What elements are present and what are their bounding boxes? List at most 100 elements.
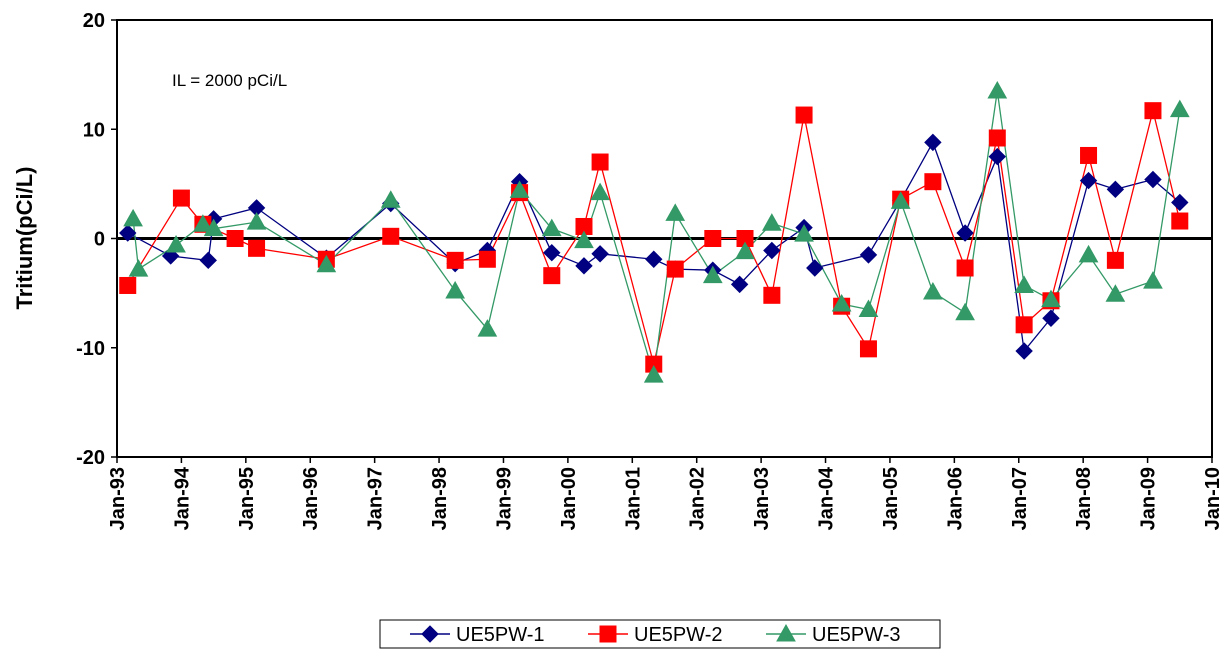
data-point — [193, 214, 213, 232]
data-point — [643, 365, 664, 383]
data-point — [128, 259, 149, 277]
data-point — [1144, 170, 1162, 189]
series-line — [132, 90, 1181, 376]
x-tick-label: Jan-04 — [816, 466, 838, 530]
x-tick-label: Jan-08 — [1073, 467, 1095, 530]
data-point — [1080, 146, 1098, 164]
data-point — [924, 173, 942, 191]
data-point — [1106, 251, 1124, 269]
data-point — [119, 276, 137, 294]
x-tick-label: Jan-03 — [751, 467, 773, 530]
data-point — [446, 251, 464, 269]
data-point — [1106, 180, 1125, 199]
data-point — [735, 241, 755, 260]
x-tick-label: Jan-98 — [429, 467, 451, 530]
data-point — [166, 235, 186, 253]
data-point — [541, 218, 562, 237]
data-point — [987, 80, 1008, 99]
data-point — [923, 282, 943, 300]
data-point — [199, 251, 217, 270]
x-tick-label: Jan-99 — [493, 467, 515, 530]
data-point — [1078, 244, 1099, 263]
x-tick-label: Jan-96 — [300, 467, 322, 530]
x-tick-label: Jan-93 — [107, 467, 129, 530]
data-point — [543, 267, 561, 285]
annotation: IL = 2000 pCi/L — [172, 71, 287, 90]
x-tick-label: Jan-07 — [1009, 467, 1031, 530]
data-point — [509, 180, 530, 198]
y-tick-label: 10 — [83, 119, 105, 141]
x-tick-label: Jan-06 — [944, 467, 966, 530]
data-point — [858, 299, 879, 318]
data-point — [203, 218, 224, 237]
data-point — [246, 212, 267, 230]
y-tick-label: 0 — [94, 229, 105, 251]
data-point — [1041, 289, 1061, 308]
legend-label: UE5PW-3 — [812, 624, 901, 646]
data-point — [763, 286, 781, 304]
data-point — [859, 246, 878, 264]
legend-box — [379, 619, 941, 649]
data-point — [123, 208, 143, 227]
data-point — [704, 230, 722, 247]
data-point — [763, 241, 781, 260]
data-point — [988, 147, 1006, 166]
data-point — [1143, 271, 1163, 289]
data-point — [924, 133, 942, 152]
data-point — [445, 280, 466, 299]
data-point — [666, 260, 684, 278]
data-point — [1014, 275, 1034, 293]
data-point — [702, 265, 723, 284]
data-point — [1015, 342, 1033, 360]
data-point — [316, 254, 337, 273]
data-point — [1015, 316, 1033, 334]
data-point — [575, 257, 593, 275]
data-point — [477, 319, 498, 337]
data-point — [590, 182, 610, 201]
data-point — [859, 340, 877, 358]
data-point — [761, 213, 782, 231]
x-tick-label: Jan-94 — [171, 466, 193, 530]
data-point — [955, 302, 975, 321]
x-tick-label: Jan-01 — [622, 467, 644, 530]
data-point — [478, 250, 496, 268]
legend-marker — [776, 623, 796, 642]
y-tick-label: -20 — [76, 447, 105, 469]
data-point — [831, 294, 852, 312]
data-point — [248, 239, 266, 257]
data-point — [226, 230, 244, 247]
y-tick-label: -10 — [76, 338, 105, 360]
data-point — [1171, 212, 1189, 230]
y-tick-label: 20 — [83, 10, 105, 32]
legend-marker — [421, 625, 439, 643]
x-tick-label: Jan-02 — [687, 467, 709, 530]
data-point — [890, 191, 911, 209]
data-point — [382, 227, 400, 245]
legend-label: UE5PW-2 — [634, 624, 723, 646]
data-point — [119, 224, 137, 242]
data-point — [795, 106, 813, 124]
data-point — [665, 203, 686, 221]
data-point — [956, 224, 974, 242]
data-point — [543, 243, 561, 262]
data-point — [591, 245, 609, 263]
legend-label: UE5PW-1 — [456, 624, 545, 646]
data-point — [806, 259, 824, 277]
data-point — [645, 250, 663, 268]
data-point — [172, 189, 190, 207]
data-point — [1171, 193, 1189, 212]
y-axis-label: Tritium(pCi/L) — [12, 167, 37, 310]
x-tick-label: Jan-10 — [1202, 467, 1220, 530]
data-point — [1169, 99, 1190, 118]
data-point — [574, 230, 594, 249]
x-tick-label: Jan-05 — [880, 467, 902, 530]
data-point — [380, 190, 401, 208]
data-point — [956, 259, 974, 277]
data-point — [1079, 171, 1098, 190]
legend-marker — [599, 625, 617, 643]
data-point — [1042, 309, 1060, 327]
data-point — [988, 129, 1006, 147]
x-tick-label: Jan-95 — [236, 467, 258, 530]
x-tick-label: Jan-00 — [558, 467, 580, 530]
data-point — [1105, 284, 1126, 302]
